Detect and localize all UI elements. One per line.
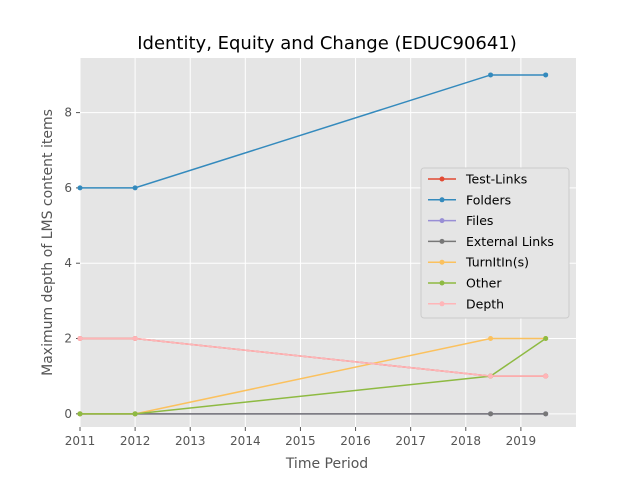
x-tick-label: 2011 <box>65 434 96 448</box>
data-point-external-links <box>488 411 494 417</box>
legend-marker <box>439 259 445 265</box>
series-folders <box>77 72 549 191</box>
data-point-other <box>132 411 138 417</box>
x-tick-label: 2012 <box>120 434 151 448</box>
legend-label: TurnItIn(s) <box>465 255 529 270</box>
x-tick-label: 2018 <box>451 434 482 448</box>
legend-label: External Links <box>466 234 554 249</box>
legend-marker <box>439 301 445 307</box>
y-axis: 0 2 4 6 8 <box>64 106 80 421</box>
legend-item-files: Files <box>428 213 493 228</box>
chart-title: Identity, Equity and Change (EDUC90641) <box>137 33 517 54</box>
series-line-depth <box>80 337 546 377</box>
data-point-folders <box>77 185 83 191</box>
y-tick-label: 2 <box>64 332 72 346</box>
y-tick-label: 0 <box>64 407 72 421</box>
legend-label: Depth <box>466 296 504 311</box>
legend-item-turnitin-s: TurnItIn(s) <box>428 255 529 270</box>
y-tick-label: 4 <box>64 256 72 270</box>
legend-label: Test-Links <box>465 172 527 187</box>
y-tick-label: 8 <box>64 106 72 120</box>
legend-marker <box>439 238 445 244</box>
x-tick-label: 2016 <box>340 434 371 448</box>
legend: Test-Links Folders Files External Links Turn… <box>420 167 570 319</box>
x-tick-label: 2015 <box>285 434 316 448</box>
data-point-depth <box>488 373 494 379</box>
legend-marker <box>439 218 445 224</box>
x-tick-label: 2013 <box>175 434 206 448</box>
series-depth <box>77 336 549 379</box>
data-point-turnitin-s <box>488 336 494 342</box>
legend-box <box>420 167 570 319</box>
legend-label: Files <box>466 213 493 228</box>
x-tick-label: 2017 <box>395 434 426 448</box>
series-line-folders <box>80 74 546 189</box>
data-point-depth <box>132 336 138 342</box>
x-axis-label: Time Period <box>285 456 368 472</box>
series-line-other <box>80 337 547 415</box>
legend-marker <box>439 176 445 182</box>
legend-item-depth: Depth <box>428 296 504 311</box>
series-group <box>77 72 549 417</box>
legend-label: Other <box>466 276 502 291</box>
data-point-other <box>543 336 549 342</box>
legend-marker <box>439 197 445 203</box>
data-point-folders <box>543 72 549 78</box>
x-tick-label: 2014 <box>230 434 261 448</box>
data-point-folders <box>488 72 494 78</box>
data-point-external-links <box>543 411 549 417</box>
y-tick-label: 6 <box>64 181 72 195</box>
data-point-folders <box>132 185 138 191</box>
legend-item-folders: Folders <box>428 192 511 207</box>
legend-marker <box>439 280 445 286</box>
legend-label: Folders <box>466 192 511 207</box>
x-tick-label: 2019 <box>506 434 537 448</box>
data-point-depth <box>543 373 549 379</box>
data-point-other <box>77 411 83 417</box>
y-axis-label: Maximum depth of LMS content items <box>40 109 56 376</box>
legend-item-other: Other <box>428 276 502 291</box>
legend-item-external-links: External Links <box>428 234 554 249</box>
data-point-depth <box>77 336 83 342</box>
x-axis: 2011 2012 2013 2014 2015 2016 2017 2018 2019 <box>65 427 536 448</box>
legend-item-test-links: Test-Links <box>428 172 527 187</box>
